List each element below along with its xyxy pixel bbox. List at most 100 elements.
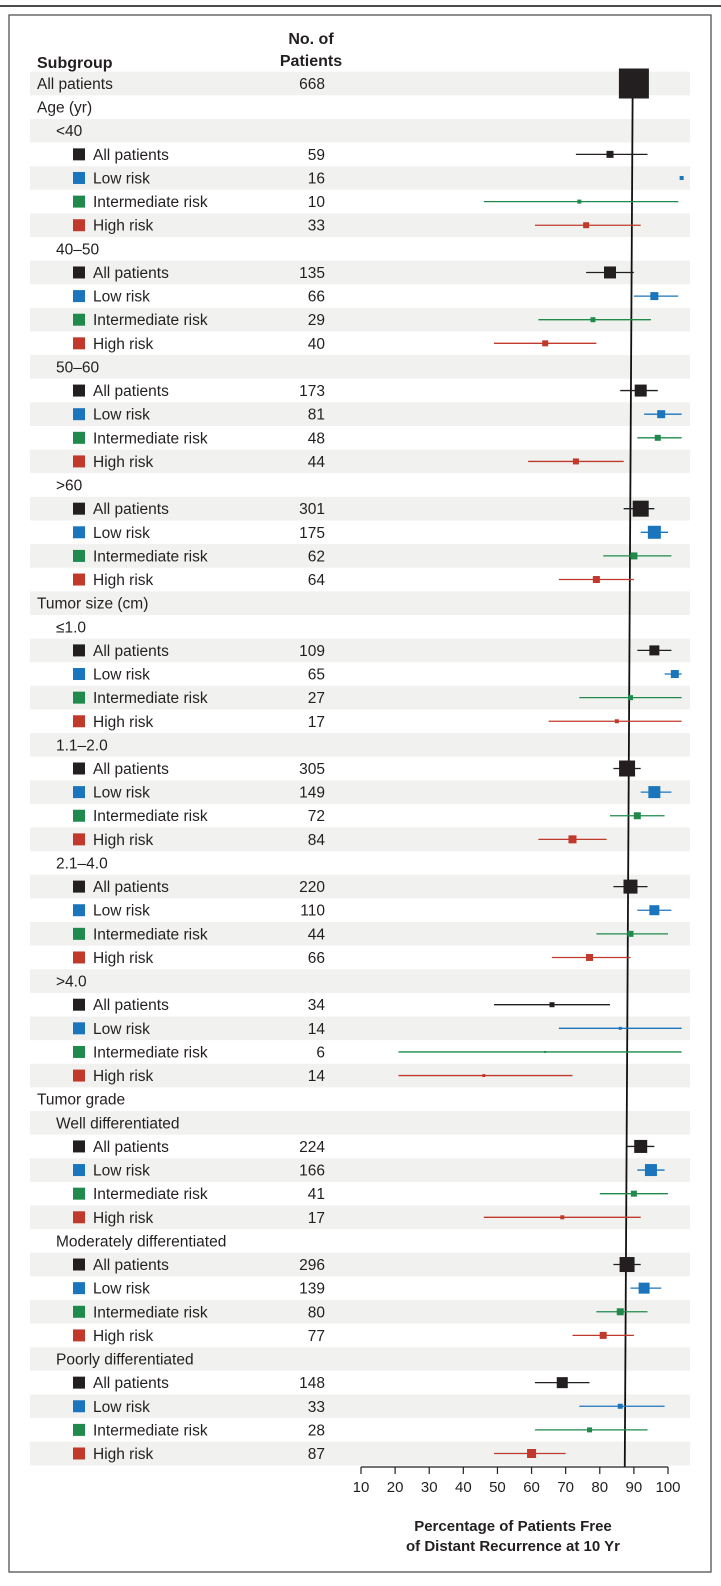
row-label: Intermediate risk (93, 1304, 208, 1321)
x-tick-label: 40 (455, 1479, 472, 1496)
patient-count: 224 (299, 1139, 325, 1156)
row-band (30, 1394, 690, 1419)
row-label: Tumor grade (37, 1092, 125, 1109)
legend-swatch (73, 408, 85, 421)
patient-count: 109 (299, 643, 325, 660)
point-estimate (616, 1308, 624, 1316)
patient-count: 148 (299, 1375, 325, 1392)
legend-swatch (73, 1376, 85, 1389)
point-estimate (630, 1190, 637, 1197)
row-band (30, 307, 690, 332)
row-label: High risk (93, 336, 154, 353)
row-label: High risk (93, 218, 154, 235)
legend-swatch (73, 171, 85, 184)
row-label: All patients (93, 879, 169, 896)
point-estimate (544, 1050, 547, 1053)
row-band (30, 1347, 690, 1371)
point-estimate (527, 1449, 537, 1458)
legend-swatch (73, 762, 85, 775)
point-estimate (587, 1427, 593, 1433)
point-estimate (619, 1257, 635, 1273)
legend-swatch (73, 148, 85, 161)
row-label: Intermediate risk (93, 548, 208, 565)
x-axis: 10 20 30 40 50 60 70 80 90 100 (353, 1466, 681, 1496)
row-label: All patients (93, 147, 169, 164)
point-estimate (614, 719, 619, 724)
patient-count: 62 (308, 548, 325, 565)
point-estimate (648, 786, 661, 799)
point-estimate (592, 576, 600, 584)
x-tick-label: 20 (387, 1479, 404, 1496)
point-estimate (618, 68, 649, 99)
row-label: Intermediate risk (93, 926, 208, 943)
point-estimate (560, 1215, 565, 1220)
legend-swatch (73, 1305, 85, 1318)
patient-count: 66 (308, 950, 325, 967)
point-estimate (572, 458, 579, 465)
patient-count: 29 (308, 312, 325, 329)
row-label: All patients (93, 1375, 169, 1392)
legend-swatch (73, 998, 85, 1011)
row-band (30, 118, 690, 143)
row-band (30, 355, 690, 379)
legend-swatch (73, 951, 85, 964)
legend-swatch (73, 573, 85, 586)
row-label: All patients (37, 76, 113, 93)
row-label: Age (yr) (37, 100, 92, 117)
row-label: Intermediate risk (93, 312, 208, 329)
row-label: 50–60 (56, 359, 99, 376)
point-estimate (650, 292, 659, 301)
legend-swatch (73, 1022, 85, 1035)
row-label: All patients (93, 1257, 169, 1274)
legend-swatch (73, 880, 85, 893)
patient-count: 296 (299, 1257, 325, 1274)
patient-count: 17 (308, 1210, 325, 1227)
patient-count: 175 (299, 525, 325, 542)
patient-count: 10 (308, 194, 326, 211)
legend-swatch (73, 1423, 85, 1436)
point-estimate (586, 953, 594, 961)
row-bands (30, 71, 690, 1466)
point-estimate (542, 340, 549, 347)
legend-swatch (73, 195, 85, 208)
legend-swatch (73, 502, 85, 515)
row-label: Intermediate risk (93, 1044, 208, 1061)
legend-swatch (73, 290, 85, 303)
point-estimate (634, 1139, 648, 1153)
row-label: Well differentiated (56, 1115, 180, 1132)
row-band (30, 71, 690, 96)
row-band (30, 1205, 690, 1230)
legend-swatch (73, 1187, 85, 1200)
x-axis-label-line2: of Distant Recurrence at 10 Yr (406, 1538, 620, 1555)
patient-count: 41 (308, 1186, 325, 1203)
legend-swatch (73, 313, 85, 326)
row-band (30, 969, 690, 993)
patient-count: 14 (308, 1068, 326, 1085)
point-estimate (649, 905, 660, 916)
x-tick-label: 90 (626, 1479, 643, 1496)
row-label: 40–50 (56, 241, 99, 258)
patient-count: 166 (299, 1163, 325, 1180)
row-label: Low risk (93, 1281, 150, 1298)
patient-count: 33 (308, 1399, 325, 1416)
point-estimate (670, 670, 679, 679)
patient-count: 72 (308, 808, 325, 825)
point-estimate (644, 1164, 657, 1177)
legend-swatch (73, 668, 85, 681)
row-label: 2.1–4.0 (56, 855, 108, 872)
patient-count: 81 (308, 407, 325, 424)
row-label: All patients (93, 1139, 169, 1156)
row-label: High risk (93, 1068, 154, 1085)
patient-count: 6 (316, 1044, 325, 1061)
row-label: Low risk (93, 1399, 150, 1416)
row-label: All patients (93, 643, 169, 660)
patient-count: 27 (308, 690, 325, 707)
row-band (30, 685, 690, 710)
row-label: High risk (93, 1210, 154, 1227)
row-band (30, 1063, 690, 1088)
row-label: All patients (93, 761, 169, 778)
row-band (30, 638, 690, 663)
patient-count: 220 (299, 879, 325, 896)
row-label: Intermediate risk (93, 1186, 208, 1203)
